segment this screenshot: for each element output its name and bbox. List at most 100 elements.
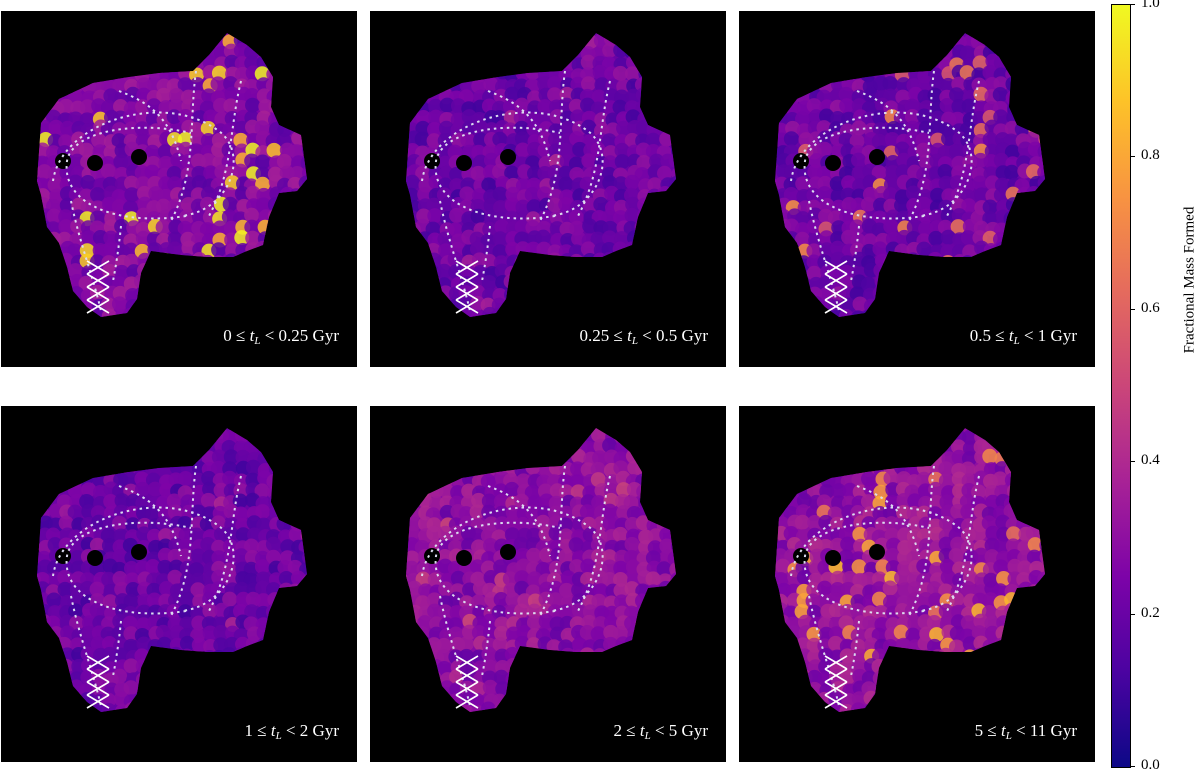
hex-bin: [882, 437, 898, 453]
hex-bin: [516, 273, 532, 289]
hex-bin: [278, 233, 294, 249]
hex-bin: [985, 263, 1001, 279]
hex-bin: [179, 635, 195, 651]
hex-bin: [558, 196, 574, 212]
hex-bin: [200, 254, 216, 270]
hex-bin: [905, 252, 921, 268]
masked-hole: [424, 153, 440, 169]
hex-bin: [1007, 693, 1023, 709]
hex-bin: [267, 693, 283, 709]
hex-bin: [775, 43, 788, 59]
hex-bin: [1017, 682, 1033, 698]
hex-bin: [159, 670, 175, 686]
hex-bin: [625, 298, 641, 314]
arm-contour: [803, 126, 930, 220]
hex-bin: [670, 286, 676, 302]
hex-bin: [580, 76, 596, 92]
hex-bin: [439, 452, 455, 468]
hex-bin: [614, 154, 630, 170]
hex-bin: [425, 439, 441, 455]
hex-bin: [1026, 461, 1042, 477]
hex-bin: [612, 99, 628, 115]
hex-bin: [1037, 56, 1045, 72]
hex-bin: [147, 254, 163, 270]
hex-bin: [406, 308, 422, 317]
hex-bin: [1006, 635, 1022, 651]
hex-bin: [167, 254, 183, 270]
arm-contour: [808, 200, 840, 312]
hex-bin: [439, 504, 455, 520]
hex-bin: [188, 527, 204, 543]
hex-bin: [570, 693, 586, 709]
hex-bin: [973, 298, 989, 314]
hex-bin: [48, 307, 64, 317]
panel-5: 2 ≤ tL < 5 Gyr: [370, 406, 726, 762]
hex-bin: [513, 536, 529, 552]
hex-bin: [288, 244, 304, 260]
hex-bin: [526, 57, 542, 73]
hex-bin: [862, 43, 878, 59]
hex-bin: [469, 528, 485, 544]
hex-bin: [58, 472, 74, 488]
hex-bin: [1038, 197, 1045, 213]
hex-bin: [830, 240, 846, 256]
hex-bin: [482, 306, 498, 317]
hex-bin: [406, 230, 422, 246]
hex-bin: [940, 244, 956, 260]
hex-bin: [450, 451, 466, 467]
hex-bin: [645, 504, 661, 520]
hex-bin: [1039, 471, 1045, 487]
hex-bin: [645, 658, 661, 674]
hex-bin: [658, 693, 674, 709]
hex-bin: [939, 286, 955, 302]
hex-bin: [538, 650, 554, 666]
hex-bin: [37, 670, 40, 686]
hex-bin: [938, 647, 954, 663]
hex-bin: [235, 658, 251, 674]
hex-bin: [202, 693, 218, 709]
hex-bin: [417, 186, 433, 202]
arm-contour: [65, 126, 192, 220]
hex-bin: [1029, 705, 1045, 712]
hex-bin: [538, 702, 554, 712]
hex-bin: [638, 255, 654, 271]
galaxy-pixels: [406, 33, 676, 317]
hex-bin: [158, 649, 174, 665]
hex-bin: [38, 463, 54, 479]
hex-bin: [483, 537, 499, 553]
hex-bin: [918, 33, 934, 49]
hex-bin: [784, 474, 800, 490]
hex-bin: [941, 130, 957, 146]
hex-bin: [58, 219, 74, 235]
hex-bin: [625, 275, 641, 291]
hex-bin: [623, 285, 639, 301]
hex-bin: [667, 429, 676, 445]
hex-bin: [1004, 286, 1020, 302]
hex-bin: [1038, 186, 1045, 202]
hex-bin: [615, 288, 631, 304]
hex-bin: [146, 528, 162, 544]
hex-bin: [513, 441, 529, 457]
hex-bin: [871, 133, 887, 149]
hex-bin: [134, 121, 150, 137]
hex-bin: [223, 449, 239, 465]
colorbar-tick: [1130, 308, 1135, 310]
hex-bin: [927, 506, 943, 522]
hex-bin: [134, 691, 150, 707]
hex-bin: [406, 484, 421, 500]
hex-bin: [156, 87, 172, 103]
hex-bin: [527, 571, 543, 587]
hex-bin: [1006, 526, 1022, 542]
hex-bin: [579, 276, 595, 292]
hex-bin: [158, 284, 174, 300]
hex-bin: [406, 669, 421, 685]
hex-bin: [225, 671, 241, 687]
hex-bin: [414, 658, 430, 674]
hex-bin: [37, 693, 52, 709]
hex-bin: [1038, 306, 1045, 317]
hex-bin: [202, 681, 218, 697]
hex-bin: [785, 274, 801, 290]
hex-bin: [505, 657, 521, 673]
hex-bin: [549, 670, 565, 686]
hex-bin: [785, 33, 801, 48]
